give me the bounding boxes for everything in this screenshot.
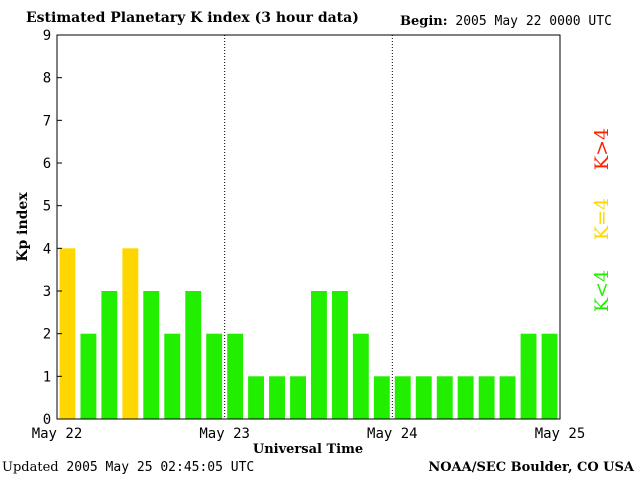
kp-bar-5	[143, 291, 160, 419]
kp-bar-23	[520, 333, 537, 419]
y-axis-ticks: 0 1 2 3 4 5 6 7 8 9	[43, 28, 62, 428]
kp-bar-14	[332, 291, 348, 419]
day-gridlines	[224, 35, 393, 419]
x-axis-label: Universal Time	[253, 442, 363, 457]
x-tick-label-3: May 24	[367, 426, 418, 442]
legend-k-greater-4: K>4	[591, 128, 613, 170]
chart-title: Estimated Planetary K index (3 hour data…	[26, 10, 359, 26]
kp-bar-21	[478, 376, 495, 419]
kp-bar-7	[185, 291, 202, 419]
y-axis-label: Kp index	[15, 192, 31, 262]
kp-bar-15	[352, 333, 369, 419]
updated-label: Updated	[2, 460, 59, 475]
kp-bar-17	[394, 376, 411, 419]
kp-bar-4	[122, 248, 139, 419]
kp-bar-22	[499, 376, 516, 419]
kp-bar-10	[248, 376, 264, 419]
y-tick-label-1: 1	[43, 369, 51, 385]
kp-bar-18	[415, 376, 432, 419]
kp-bar-6	[164, 333, 181, 419]
y-tick-label-2: 2	[43, 327, 51, 343]
y-tick-label-9: 9	[43, 28, 51, 44]
y-tick-label-5: 5	[43, 199, 51, 215]
updated-timestamp: Updated 2005 May 25 02:45:05 UTC	[2, 460, 254, 475]
legend-k-equals-4: K=4	[591, 198, 613, 240]
x-axis-ticks: May 22 May 23 May 24 May 25	[32, 426, 586, 442]
x-tick-label-2: May 23	[199, 426, 250, 442]
begin-label: Begin:	[400, 14, 448, 29]
y-tick-label-7: 7	[43, 113, 51, 129]
kp-bar-9	[227, 333, 244, 419]
kp-bar-13	[311, 291, 327, 419]
y-tick-label-8: 8	[43, 71, 51, 87]
bars-group	[59, 248, 558, 419]
legend-k-less-4: K<4	[591, 270, 613, 312]
kp-bar-20	[457, 376, 474, 419]
begin-value: 2005 May 22 0000 UTC	[455, 14, 612, 29]
kp-bar-12	[290, 376, 306, 419]
kp-bar-8	[206, 333, 223, 419]
kp-bar-11	[269, 376, 285, 419]
kp-bar-24	[541, 333, 558, 419]
kp-bar-19	[436, 376, 453, 419]
x-tick-label-4: May 25	[535, 426, 586, 442]
kp-bar-16	[373, 376, 390, 419]
kp-bar-3	[101, 291, 118, 419]
kp-bar-2	[80, 333, 97, 419]
kp-bar-1	[59, 248, 76, 419]
y-tick-label-0: 0	[43, 412, 51, 428]
plot-frame	[56, 34, 561, 420]
updated-value: 2005 May 25 02:45:05 UTC	[66, 460, 255, 475]
y-tick-label-6: 6	[43, 156, 51, 172]
source-credit: NOAA/SEC Boulder, CO USA	[428, 460, 634, 475]
x-tick-label-1: May 22	[32, 426, 83, 442]
y-tick-label-4: 4	[43, 241, 51, 257]
begin-time: Begin: 2005 May 22 0000 UTC	[400, 14, 612, 29]
y-tick-label-3: 3	[43, 284, 51, 300]
